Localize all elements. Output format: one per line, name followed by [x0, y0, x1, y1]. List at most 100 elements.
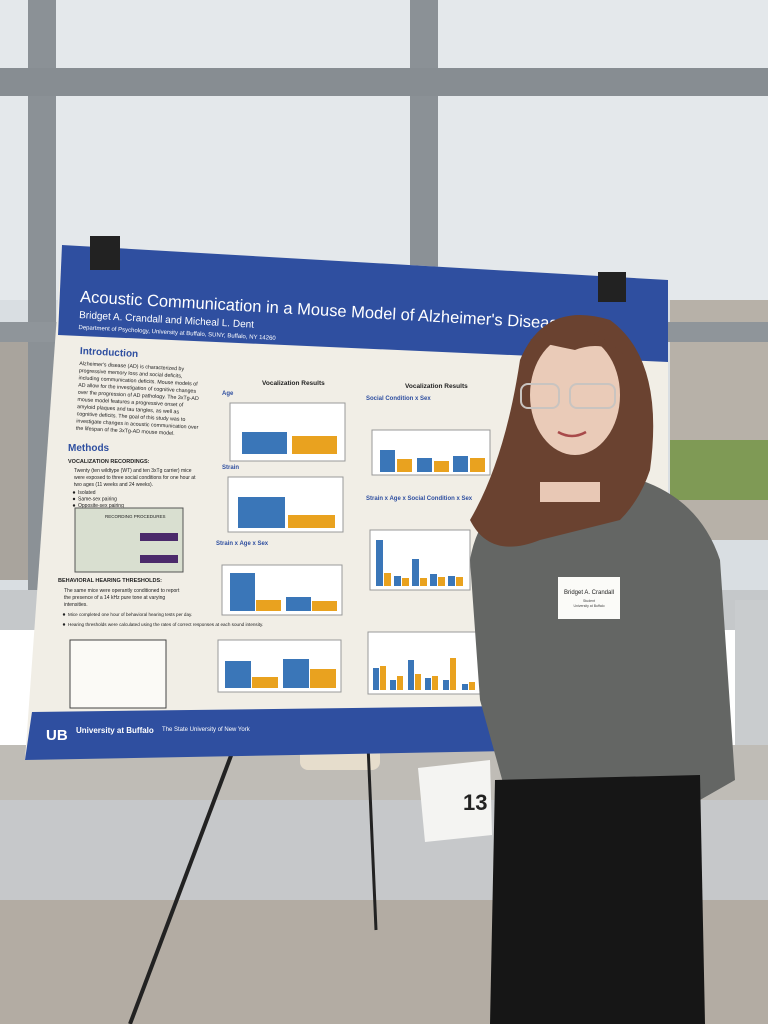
figure-bar: [462, 684, 468, 690]
hearing-bullets: Mice completed one hour of behavioral he…: [62, 612, 263, 627]
figure-bar: [417, 458, 432, 472]
cardigan: [470, 480, 735, 800]
figure-label: RECORDING PROCEDURES: [105, 514, 166, 519]
bullet-dot: [62, 623, 66, 626]
text-line: Twenty (ten wildtype (WT) and ten 3xTg c…: [74, 468, 192, 474]
figure-bar: [453, 456, 468, 472]
figure-bar: [292, 436, 337, 454]
results-heading: Vocalization Results: [262, 380, 325, 387]
figure-bar: [283, 659, 309, 688]
section-heading: Introduction: [80, 346, 139, 360]
face: [530, 335, 620, 455]
grass-outside: [670, 440, 768, 500]
figure-bar: [310, 669, 336, 688]
text-line: progressive memory loss and social defic…: [79, 368, 183, 379]
figure-bar: [252, 677, 278, 688]
figure-bar: [408, 660, 414, 690]
number-card: [418, 760, 492, 842]
figure-bar: [402, 578, 409, 586]
figure-bar: [425, 678, 431, 690]
text-line: The same mice were operantly conditioned…: [64, 588, 180, 594]
glasses: [569, 383, 616, 409]
neck: [540, 482, 600, 502]
panel-heading: Strain x Age x Social Condition x Sex: [366, 496, 473, 502]
window-frame: [0, 68, 768, 96]
figure-bar: [380, 666, 386, 690]
bullet-dot: [62, 613, 66, 616]
figure-bar: [312, 601, 337, 611]
figure-bar: [397, 459, 412, 472]
figure-bar: [140, 555, 178, 563]
window-frame: [410, 0, 438, 300]
footer-university: University at Buffalo: [76, 726, 154, 735]
trees-left: [0, 340, 30, 580]
figure-bar: [420, 578, 427, 586]
figure-bar: [238, 497, 285, 528]
text-line: were exposed to three social conditions …: [74, 475, 196, 481]
section-heading: Methods: [68, 443, 110, 454]
name-tag: [558, 577, 620, 619]
text-line: amyloid plaques and tau tangles, as well…: [77, 404, 180, 415]
figure-bar: [384, 573, 391, 586]
text-line: intensities.: [64, 602, 88, 608]
footer-tagline: The State University of New York: [162, 727, 251, 733]
figure-bar: [286, 597, 311, 611]
bullet-dot: [72, 504, 76, 507]
name-tag-role: Student: [583, 599, 595, 603]
smile: [557, 430, 587, 438]
text-line: Mice completed one hour of behavioral he…: [68, 612, 192, 617]
text-line: Isolated: [78, 490, 96, 496]
figure-bar: [394, 576, 401, 586]
subheading: BEHAVIORAL HEARING THRESHOLDS:: [58, 578, 162, 584]
figure-bar: [456, 577, 463, 586]
panel-heading: Strain: [222, 465, 239, 471]
result-figures: [367, 429, 491, 695]
figure-bar: [288, 515, 335, 528]
figure-bar: [380, 450, 395, 472]
apparatus-figure: [69, 639, 167, 709]
result-figures: [217, 402, 346, 693]
results-heading: Vocalization Results: [405, 383, 468, 390]
figure-bar: [438, 577, 445, 586]
figure-bar: [470, 458, 485, 472]
name-tag-school: University at Buffalo: [573, 604, 604, 608]
panel-heading: Strain x Age x Sex: [216, 541, 269, 547]
poster-left-column: Introduction Alzheimer's disease (AD) is…: [76, 346, 199, 437]
binder-clip: [598, 272, 626, 302]
figure-bar: [230, 573, 255, 611]
text-line: two ages (11 weeks and 24 weeks).: [74, 482, 153, 488]
text-line: cognitive deficits. The goal of this stu…: [76, 411, 185, 423]
text-line: mouse model features a progressive onset…: [77, 397, 184, 409]
figure-bar: [397, 676, 403, 690]
subheading: VOCALIZATION RECORDINGS:: [68, 459, 150, 465]
easel-leg: [128, 744, 237, 1024]
figure-bar: [225, 661, 251, 688]
figure-bar: [376, 540, 383, 586]
glasses: [520, 383, 560, 409]
bangs: [530, 328, 625, 355]
figure-bar: [140, 533, 178, 541]
hearing-text: The same mice were operantly conditioned…: [64, 588, 180, 608]
figure-bar: [443, 680, 449, 690]
figure-bar: [242, 432, 287, 454]
figure-bar: [432, 676, 438, 690]
bullet-dot: [72, 491, 76, 494]
figure-bar: [430, 574, 437, 586]
intro-text: Alzheimer's disease (AD) is characterize…: [76, 361, 199, 437]
figure-bar: [390, 680, 396, 690]
text-line: Same-sex pairing: [78, 497, 117, 503]
figure-bar: [373, 668, 379, 690]
figure-bar: [450, 658, 456, 690]
bullet-dot: [72, 497, 76, 501]
figure-bar: [448, 576, 455, 586]
figure-bar: [256, 600, 281, 611]
figure-bar: [415, 674, 421, 690]
panel-heading: Age: [222, 391, 234, 397]
text-line: the presence of a 14 kHz pure tone at va…: [64, 595, 165, 601]
table-number: 13: [463, 790, 487, 815]
figure-bar: [434, 461, 449, 472]
binder-clip: [90, 236, 120, 270]
figure-bar: [469, 682, 475, 690]
